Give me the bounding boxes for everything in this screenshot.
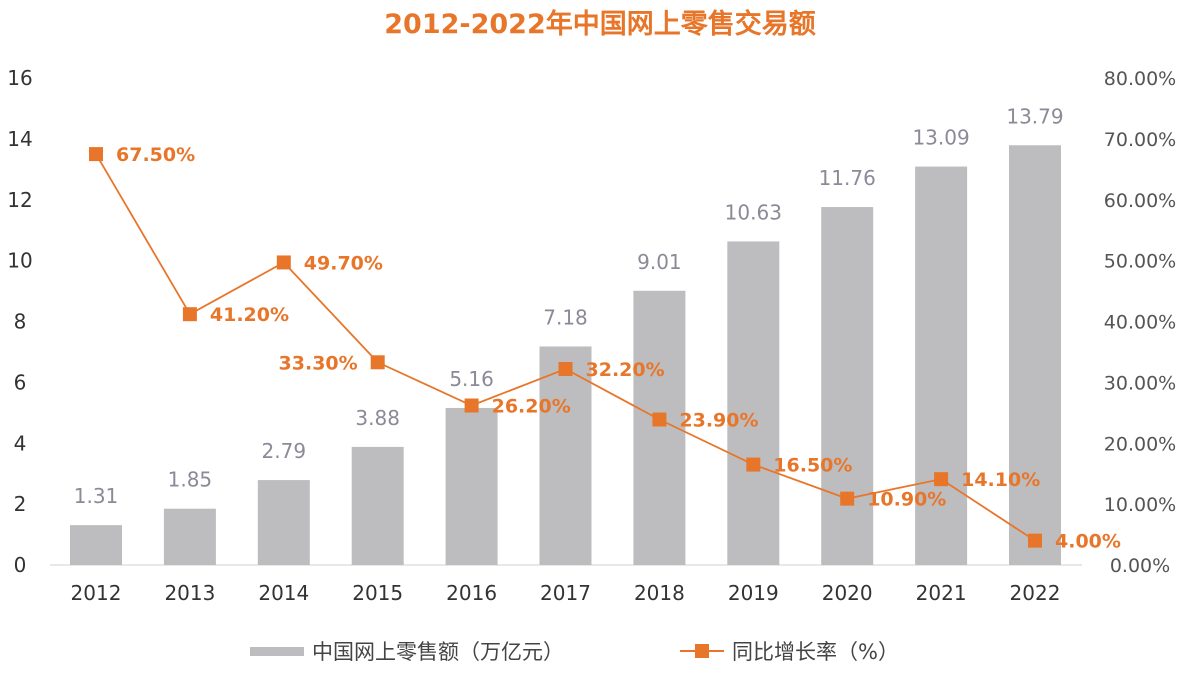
- x-tick-label: 2015: [352, 581, 403, 605]
- bar-data-label: 9.01: [637, 250, 682, 274]
- line-data-label: 49.70%: [304, 252, 383, 274]
- line-marker: [746, 457, 761, 472]
- line-marker: [182, 307, 197, 322]
- line-data-label: 23.90%: [679, 410, 758, 432]
- line-marker: [89, 147, 103, 162]
- bar: [257, 480, 310, 565]
- bar: [1009, 145, 1061, 565]
- chart-title: 2012-2022年中国网上零售交易额: [384, 9, 816, 40]
- y-right-tick-label: 0.00%: [1110, 555, 1170, 577]
- y-right-tick-label: 10.00%: [1104, 494, 1176, 516]
- line-data-label: 33.30%: [279, 352, 358, 374]
- bar: [539, 346, 592, 565]
- line-data-label: 32.20%: [586, 359, 665, 381]
- bar-data-label: 11.76: [819, 166, 876, 190]
- bar-data-label: 1.85: [168, 468, 213, 492]
- bar: [727, 241, 780, 565]
- line-data-label: 10.90%: [867, 489, 946, 511]
- bar-data-label: 13.79: [1006, 104, 1063, 128]
- bar: [821, 207, 874, 565]
- x-tick-label: 2016: [446, 581, 497, 605]
- y-right-tick-label: 70.00%: [1104, 129, 1176, 151]
- bar: [445, 407, 498, 565]
- x-tick-label: 2020: [822, 581, 873, 605]
- y-left-tick-label: 10: [7, 249, 32, 273]
- x-tick-label: 2022: [1010, 581, 1061, 605]
- y-left-tick-label: 2: [14, 492, 27, 516]
- line-marker: [934, 472, 949, 487]
- y-left-tick-label: 12: [7, 188, 32, 212]
- legend-item-line: 同比增长率（%）: [680, 636, 899, 666]
- line-marker: [1028, 533, 1042, 548]
- x-tick-label: 2019: [728, 581, 779, 605]
- y-right-tick-label: 80.00%: [1104, 68, 1176, 90]
- x-tick-label: 2013: [164, 581, 215, 605]
- bar: [163, 508, 216, 565]
- line-marker: [558, 361, 573, 376]
- line-data-label: 41.20%: [210, 304, 289, 326]
- y-left-tick-label: 4: [14, 431, 27, 455]
- bar-data-label: 7.18: [543, 305, 588, 329]
- bar: [70, 525, 122, 565]
- x-tick-label: 2018: [634, 581, 685, 605]
- bar-data-label: 3.88: [355, 406, 400, 430]
- y-left-tick-label: 6: [14, 370, 27, 394]
- line-data-label: 67.50%: [116, 144, 195, 166]
- line-marker: [370, 355, 385, 370]
- y-right-tick-label: 20.00%: [1104, 433, 1176, 455]
- y-right-tick-label: 30.00%: [1104, 372, 1176, 394]
- legend-line-label: 同比增长率（%）: [732, 640, 899, 664]
- line-data-label: 14.10%: [961, 469, 1040, 491]
- x-tick-label: 2014: [258, 581, 309, 605]
- legend-bar-swatch: [250, 646, 304, 656]
- y-right-tick-label: 60.00%: [1104, 190, 1176, 212]
- y-right-tick-label: 50.00%: [1104, 251, 1176, 273]
- line-marker: [464, 398, 479, 413]
- bar-data-label: 1.31: [74, 484, 119, 508]
- line-marker: [652, 412, 667, 427]
- legend-bar-label: 中国网上零售额（万亿元）: [312, 640, 564, 664]
- y-left-tick-label: 8: [14, 310, 27, 334]
- y-left-tick-label: 16: [7, 66, 32, 90]
- legend-line-swatch: [680, 644, 724, 658]
- y-right-tick-label: 40.00%: [1104, 312, 1176, 334]
- line-data-label: 16.50%: [773, 455, 852, 477]
- x-tick-label: 2017: [540, 581, 591, 605]
- bar-data-label: 5.16: [449, 367, 494, 391]
- bar-data-label: 10.63: [725, 200, 782, 224]
- x-tick-label: 2012: [71, 581, 122, 605]
- legend-item-bar: 中国网上零售额（万亿元）: [250, 636, 564, 666]
- y-left-tick-label: 0: [14, 553, 27, 577]
- line-data-label: 26.20%: [492, 396, 571, 418]
- line-marker: [840, 491, 855, 506]
- bar: [915, 166, 968, 565]
- bar-data-label: 2.79: [262, 439, 307, 463]
- line-data-label: 4.00%: [1055, 531, 1121, 553]
- line-marker: [276, 255, 291, 270]
- x-tick-label: 2021: [916, 581, 967, 605]
- bar: [351, 446, 404, 565]
- y-left-tick-label: 14: [7, 127, 32, 151]
- bar-data-label: 13.09: [912, 126, 969, 150]
